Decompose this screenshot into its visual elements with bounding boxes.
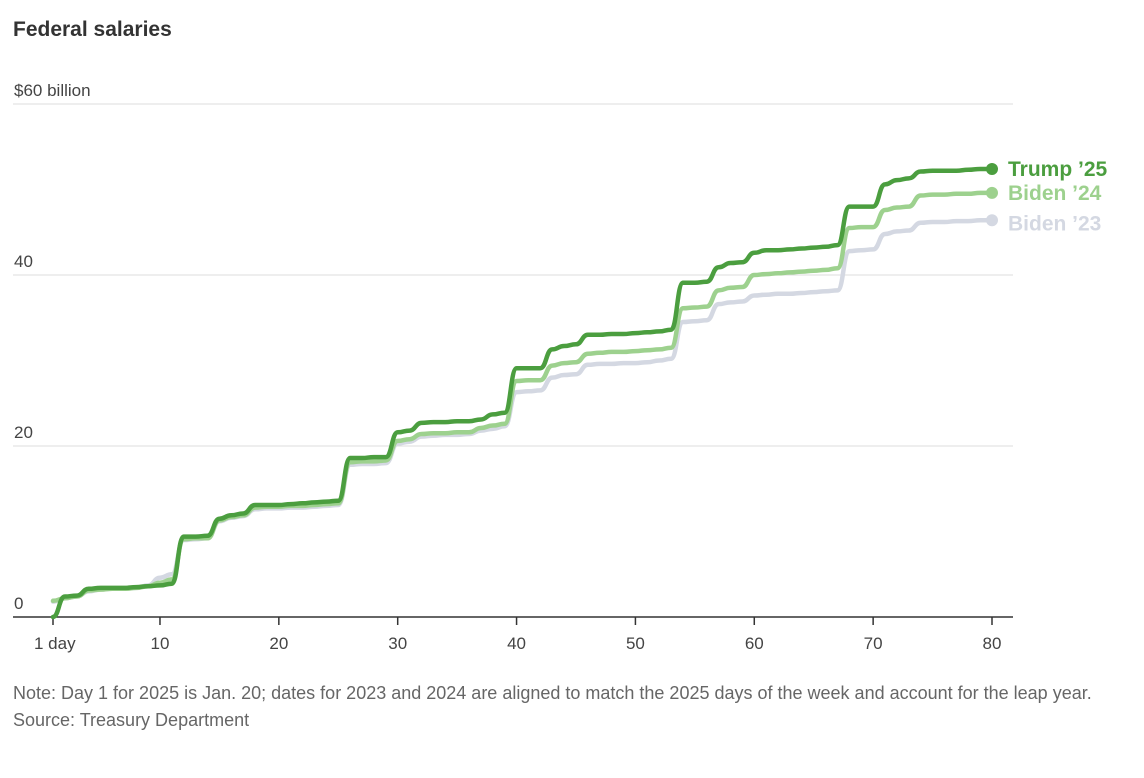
grid-layer: 0 20 40 $60 billion: [13, 81, 1013, 613]
series-label-2: Trump ’25: [1008, 158, 1108, 181]
chart-title: Federal salaries: [13, 18, 172, 41]
chart-notes: Note: Day 1 for 2025 is Jan. 20; dates f…: [13, 680, 1123, 734]
x-tick-label: 10: [151, 634, 170, 653]
series-end-dot-2: [986, 162, 998, 175]
x-tick-label: 20: [269, 634, 288, 653]
x-tick-label: 60: [745, 634, 764, 653]
x-axis: 1 day 10 20 30 40 50 60 70 80: [13, 616, 1013, 653]
x-tick-label: 40: [507, 634, 526, 653]
series-label-0: Biden ’23: [1008, 212, 1101, 235]
series-line-0: [50, 218, 995, 604]
x-tick-label: 80: [983, 634, 1002, 653]
series-line-2: [50, 166, 995, 620]
x-tick-label: 50: [626, 634, 645, 653]
x-tick-label: 1 day: [34, 634, 76, 653]
series-end-dot-0: [986, 214, 998, 227]
series-line-1: [50, 190, 995, 604]
note-text: Note: Day 1 for 2025 is Jan. 20; dates f…: [13, 683, 1092, 703]
y-tick-label: 20: [14, 423, 33, 442]
y-tick-label: $60 billion: [14, 81, 91, 100]
source-text: Source: Treasury Department: [13, 710, 250, 730]
series-label-1: Biden ’24: [1008, 182, 1102, 205]
y-tick-label: 0: [14, 594, 23, 613]
series-end-dot-1: [986, 186, 998, 199]
x-tick-label: 30: [388, 634, 407, 653]
x-tick-label: 70: [864, 634, 883, 653]
y-tick-label: 40: [14, 252, 33, 271]
line-chart: 0 20 40 $60 billion 1 day 10 20 30 40 50 60 70 80 B…: [13, 81, 1108, 653]
series-layer: [50, 166, 995, 620]
